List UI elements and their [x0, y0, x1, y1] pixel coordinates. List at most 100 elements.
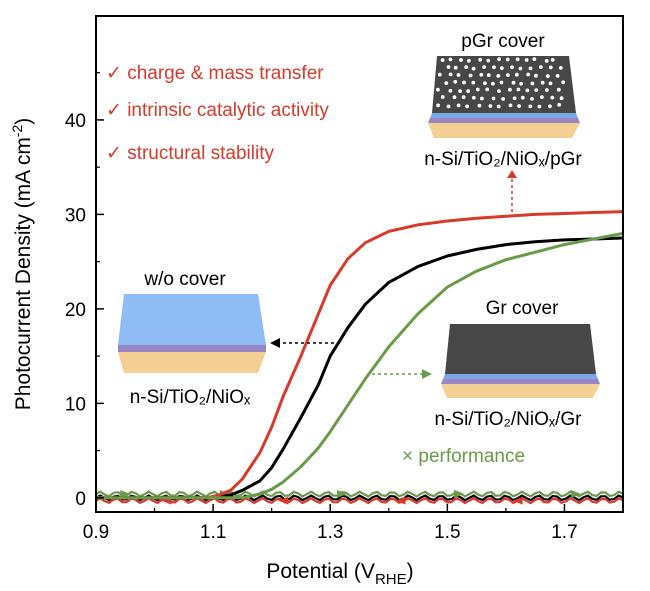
scan-direction-marker	[336, 490, 347, 499]
gr-performance-label: × performance	[402, 446, 525, 467]
pore-dot	[548, 81, 553, 86]
pore-dot	[448, 72, 453, 77]
pore-dot	[436, 103, 440, 108]
series-point	[534, 251, 537, 254]
pore-dot	[440, 95, 445, 99]
pore-dot	[486, 73, 491, 78]
wo-arrow-head	[270, 338, 280, 348]
gr-nio-layer	[441, 379, 600, 384]
pore-dot	[544, 88, 549, 92]
axis-ticks: 0.9 1.1 1.3 1.5 1.7 0 10 20 30 40	[65, 72, 578, 543]
pore-dot	[534, 88, 539, 92]
y-tick-label: 10	[65, 394, 86, 415]
pore-dot	[453, 79, 458, 84]
pore-dot	[448, 57, 453, 62]
pore-dot	[532, 57, 537, 61]
pore-dot	[556, 87, 561, 92]
pore-dot	[558, 66, 563, 70]
x-tick-label: 1.7	[551, 522, 577, 543]
series-point	[475, 217, 478, 220]
pore-dot	[491, 96, 496, 101]
pore-dot	[453, 65, 458, 70]
pore-dot	[530, 96, 534, 101]
pgr-tio2-layer	[430, 113, 578, 118]
series-point	[241, 477, 244, 481]
series-line	[96, 210, 623, 500]
plot-frame	[95, 15, 624, 513]
pore-dot	[548, 104, 552, 109]
series-point	[217, 493, 221, 497]
series-point	[317, 312, 320, 315]
pore-dot	[512, 96, 517, 101]
pore-dot	[459, 58, 463, 62]
pore-dot	[486, 58, 491, 63]
scan-direction-marker	[454, 490, 465, 499]
x-tick-label: 0.9	[83, 522, 109, 543]
pore-dot	[466, 89, 471, 93]
series-point	[282, 394, 285, 397]
pore-dot	[540, 80, 545, 85]
scan-direction-marker	[395, 496, 406, 505]
pore-dot	[461, 95, 466, 100]
series-point	[229, 489, 232, 492]
advantages-list: ✓ charge & mass transfer ✓ intrinsic cat…	[106, 63, 329, 164]
pgr-arrow-head	[507, 170, 517, 178]
pore-dot	[458, 89, 462, 93]
pore-dot	[464, 65, 469, 70]
pore-dot	[471, 95, 476, 100]
pore-dot	[538, 65, 543, 69]
pore-dot	[496, 104, 501, 109]
pore-dot	[499, 80, 504, 85]
series-point	[346, 404, 349, 407]
pore-dot	[559, 96, 564, 101]
series-point	[387, 230, 390, 233]
series-point	[534, 240, 537, 243]
pore-dot	[448, 88, 453, 93]
check-item-catalytic-activity: ✓ intrinsic catalytic activity	[106, 100, 329, 121]
y-tick-label: 0	[75, 489, 86, 510]
series-point	[364, 241, 367, 244]
pore-dot	[480, 96, 484, 101]
series-point	[387, 345, 390, 348]
pore-dot	[446, 65, 451, 69]
series-point	[416, 265, 420, 268]
pore-dot	[520, 95, 525, 100]
series-point	[329, 354, 332, 358]
pore-dot	[561, 80, 566, 85]
pore-dot	[540, 95, 544, 99]
pore-dot	[510, 65, 514, 70]
pore-dot	[544, 59, 549, 63]
y-axis-title: Photocurrent Density (mA cm-2)	[9, 118, 35, 411]
series-point	[364, 377, 367, 380]
pore-dot	[555, 74, 560, 78]
scan-direction-marker	[512, 496, 523, 505]
pore-dot	[501, 97, 505, 101]
pore-dot	[466, 58, 471, 63]
pore-dot	[505, 57, 510, 62]
y-tick-label: 20	[65, 300, 86, 321]
pore-dot	[517, 104, 521, 108]
series-point	[446, 285, 449, 289]
series-point	[258, 479, 262, 482]
pore-dot	[506, 73, 510, 77]
scan-direction-marker	[120, 490, 131, 499]
series-point	[229, 493, 232, 497]
series-point	[563, 238, 566, 242]
pore-dot	[518, 66, 523, 71]
wo-tio2-layer	[118, 294, 266, 345]
series-point	[329, 284, 332, 287]
series-point	[258, 451, 262, 454]
pore-dot	[468, 73, 473, 78]
pore-dot	[545, 74, 550, 78]
series-point	[475, 269, 478, 273]
series-point	[329, 430, 332, 433]
pore-dot	[488, 104, 493, 108]
pore-dot	[514, 72, 519, 77]
scan-direction-marker	[278, 496, 289, 505]
pore-dot	[471, 80, 476, 85]
pore-dot	[478, 57, 483, 62]
pore-dot	[485, 87, 490, 92]
check-item-charge-mass-transfer: ✓ charge & mass transfer	[106, 63, 324, 84]
y-tick-label: 30	[65, 205, 86, 226]
wo-nio-layer	[118, 345, 266, 352]
